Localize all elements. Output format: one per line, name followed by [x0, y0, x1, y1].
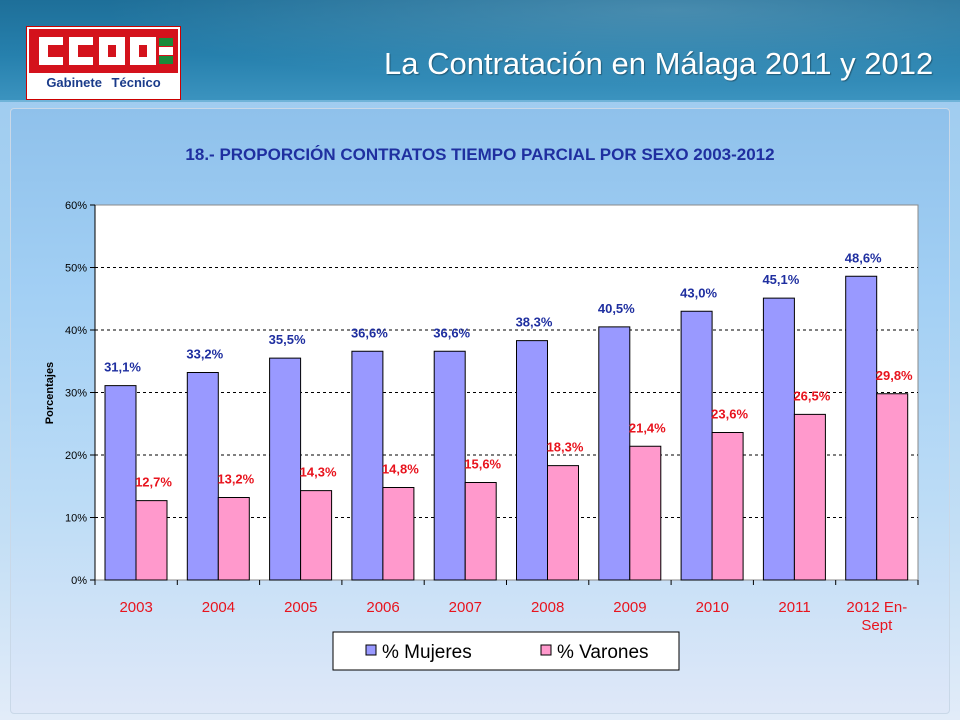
x-tick-label: 2008: [531, 599, 564, 616]
y-tick-label: 40%: [65, 325, 87, 337]
bar-varones: [382, 487, 415, 581]
value-label-varones: 21,4%: [629, 420, 666, 435]
value-label-varones: 15,6%: [464, 457, 501, 472]
value-label-mujeres: 43,0%: [680, 285, 717, 300]
x-tick-label: 2007: [449, 599, 482, 616]
x-tick-label: 2005: [284, 599, 317, 616]
legend-swatch-varones: [540, 644, 552, 656]
bar-varones: [711, 432, 744, 581]
value-label-varones: 26,5%: [793, 388, 830, 403]
value-label-mujeres: 33,2%: [186, 347, 223, 362]
value-label-mujeres: 48,6%: [845, 250, 882, 265]
y-tick-label: 50%: [65, 263, 87, 275]
bar-varones: [547, 465, 579, 581]
value-label-mujeres: 40,5%: [598, 301, 635, 316]
y-tick-label: 60%: [65, 200, 87, 212]
x-tick-label: 2006: [366, 599, 399, 616]
logo-letters-icon: [39, 37, 173, 65]
value-label-varones: 12,7%: [135, 475, 172, 490]
value-label-mujeres: 31,1%: [104, 360, 141, 375]
y-tick-label: 20%: [65, 450, 87, 462]
bar-mujeres: [351, 350, 384, 581]
logo-mark: [29, 29, 178, 73]
chart-title: 18.- PROPORCIÓN CONTRATOS TIEMPO PARCIAL…: [185, 145, 774, 164]
y-tick-label: 10%: [65, 513, 87, 525]
x-tick-label: 2009: [613, 599, 646, 616]
bar-mujeres: [516, 340, 548, 581]
x-tick-label: 2003: [119, 599, 152, 616]
bar-mujeres: [186, 372, 219, 581]
value-label-mujeres: 38,3%: [516, 315, 553, 330]
value-label-varones: 18,3%: [547, 440, 584, 455]
page-title: La Contratación en Málaga 2011 y 2012: [384, 46, 934, 81]
value-label-varones: 14,8%: [382, 462, 419, 477]
legend: % Mujeres % Varones: [332, 631, 680, 671]
x-tick-label: 2004: [202, 599, 235, 616]
x-tick-label: 2012 En-Sept: [846, 599, 907, 634]
y-tick-label: 0%: [71, 575, 87, 587]
bar-varones: [135, 500, 168, 581]
bar-varones: [300, 490, 333, 581]
ccoo-logo: Gabinete Técnico: [26, 26, 181, 100]
y-axis-label: Porcentajes: [44, 362, 56, 424]
bar-mujeres: [104, 385, 137, 581]
legend-box: [332, 631, 680, 671]
bar-mujeres: [680, 310, 713, 581]
bar-varones: [629, 445, 662, 581]
x-tick-label: 2010: [696, 599, 729, 616]
value-label-varones: 13,2%: [217, 472, 254, 487]
value-label-varones: 23,6%: [711, 407, 748, 422]
logo-subtitle: Gabinete Técnico: [46, 75, 161, 90]
x-tick-label: 2011: [778, 599, 810, 616]
value-label-mujeres: 36,6%: [351, 325, 388, 340]
bar-varones: [793, 413, 826, 581]
value-label-mujeres: 35,5%: [269, 332, 306, 347]
legend-label-mujeres: % Mujeres: [382, 642, 472, 663]
legend-swatch-mujeres: [365, 644, 377, 656]
bar-mujeres: [762, 297, 795, 581]
bar-mujeres: [845, 275, 878, 581]
y-tick-label: 30%: [65, 388, 87, 400]
bar-mujeres: [269, 357, 302, 581]
bar-varones: [464, 482, 497, 581]
value-label-mujeres: 36,6%: [433, 325, 470, 340]
value-label-varones: 14,3%: [300, 465, 337, 480]
bar-varones: [876, 393, 909, 581]
bar-mujeres: [598, 326, 631, 581]
bar-varones: [217, 497, 250, 581]
bar-mujeres: [433, 350, 466, 581]
value-label-varones: 29,8%: [876, 368, 913, 383]
value-label-mujeres: 45,1%: [762, 272, 799, 287]
legend-label-varones: % Varones: [557, 642, 649, 663]
